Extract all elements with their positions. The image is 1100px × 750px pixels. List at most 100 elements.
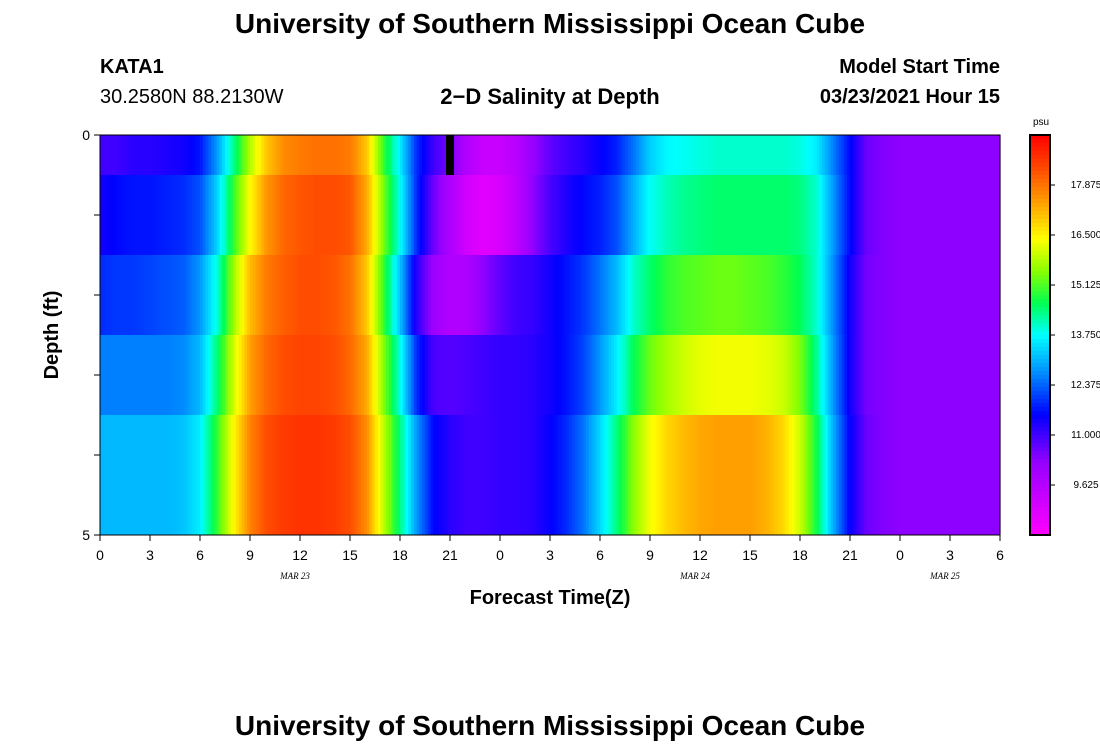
heat-cell <box>136 255 140 335</box>
station-coords: 30.2580N 88.2130W <box>100 86 284 108</box>
heat-cell <box>238 255 243 335</box>
heat-cell <box>325 255 329 335</box>
heat-cell <box>205 175 209 255</box>
heat-cell <box>205 255 209 335</box>
heat-cell <box>416 335 421 415</box>
heat-cell <box>247 255 251 335</box>
heat-cell <box>902 135 907 175</box>
heat-cell <box>494 135 498 175</box>
heat-cell <box>805 415 809 535</box>
heat-cell <box>563 415 568 535</box>
heat-cell <box>108 255 112 335</box>
heat-cell <box>122 175 126 255</box>
heat-cell <box>922 175 926 255</box>
heat-cell <box>672 415 676 535</box>
heat-cell <box>330 335 334 415</box>
heat-cell <box>763 415 768 535</box>
colorbar-swatch <box>1030 227 1050 232</box>
heat-cell <box>488 415 493 535</box>
heat-cell <box>700 415 704 535</box>
heat-cell <box>527 175 532 255</box>
heat-cell <box>597 255 601 335</box>
colorbar-swatch <box>1030 455 1050 460</box>
heat-cell <box>688 415 693 535</box>
heat-cell <box>705 135 709 175</box>
heat-cell <box>780 255 784 335</box>
heat-cell <box>161 415 165 535</box>
heat-cell <box>827 255 832 335</box>
heat-cell <box>497 335 501 415</box>
heat-cell <box>772 175 776 255</box>
heat-cell <box>319 415 323 535</box>
heat-cell <box>919 135 923 175</box>
colorbar-swatch <box>1030 139 1050 144</box>
heat-cell <box>225 335 229 415</box>
colorbar-swatch <box>1030 431 1050 436</box>
heat-cell <box>647 135 651 175</box>
heat-cell <box>727 335 732 415</box>
heat-cell <box>894 255 898 335</box>
heat-cell <box>858 255 862 335</box>
heat-cell <box>872 255 876 335</box>
heat-cell <box>588 415 593 535</box>
heat-cell <box>336 255 340 335</box>
x-tick-label: 3 <box>946 547 954 563</box>
colorbar-swatch <box>1030 479 1050 484</box>
heat-cell <box>575 335 579 415</box>
heat-cell <box>405 335 409 415</box>
heat-cell <box>558 335 562 415</box>
heat-cell <box>327 175 332 255</box>
heat-cell <box>430 335 434 415</box>
heat-cell <box>880 135 884 175</box>
heat-cell <box>355 335 359 415</box>
heat-cell <box>522 175 526 255</box>
heat-cell <box>880 175 884 255</box>
heat-cell <box>552 335 557 415</box>
heat-cell <box>694 415 698 535</box>
heat-cell <box>252 335 257 415</box>
heat-cell <box>988 335 993 415</box>
heat-cell <box>705 175 709 255</box>
heat-cell <box>683 255 687 335</box>
heat-cell <box>155 175 159 255</box>
station-id: KATA1 <box>100 56 164 78</box>
heat-cell <box>891 135 896 175</box>
heat-cell <box>716 415 721 535</box>
heat-cell <box>255 415 259 535</box>
heat-cell <box>322 175 326 255</box>
heat-cell <box>575 175 579 255</box>
heat-cell <box>816 415 821 535</box>
heat-cell <box>233 135 237 175</box>
heat-cell <box>161 135 165 175</box>
heat-cell <box>136 135 140 175</box>
heat-cell <box>427 255 432 335</box>
heat-cell <box>905 415 909 535</box>
heat-cell <box>777 415 782 535</box>
heat-cell <box>655 255 659 335</box>
heat-cell <box>658 415 662 535</box>
heat-cell <box>383 335 387 415</box>
heat-cell <box>866 135 871 175</box>
heat-cell <box>583 255 587 335</box>
heat-cell <box>877 255 882 335</box>
heat-cell <box>102 135 107 175</box>
heat-cell <box>697 255 701 335</box>
heat-cell <box>777 335 782 415</box>
heat-cell <box>933 415 937 535</box>
heat-cell <box>663 255 668 335</box>
heat-cell <box>969 135 973 175</box>
heat-cell <box>536 135 540 175</box>
colorbar-swatch <box>1030 491 1050 496</box>
heat-cell <box>913 255 918 335</box>
heat-cell <box>683 175 687 255</box>
heat-cell <box>480 175 484 255</box>
heat-cell <box>875 335 879 415</box>
heat-cell <box>591 135 596 175</box>
heat-cell <box>361 255 365 335</box>
heat-cell <box>897 135 901 175</box>
colorbar-swatch <box>1030 419 1050 424</box>
heat-cell <box>544 255 548 335</box>
colorbar-swatch <box>1030 379 1050 384</box>
heat-cell <box>700 135 704 175</box>
heat-cell <box>597 415 601 535</box>
